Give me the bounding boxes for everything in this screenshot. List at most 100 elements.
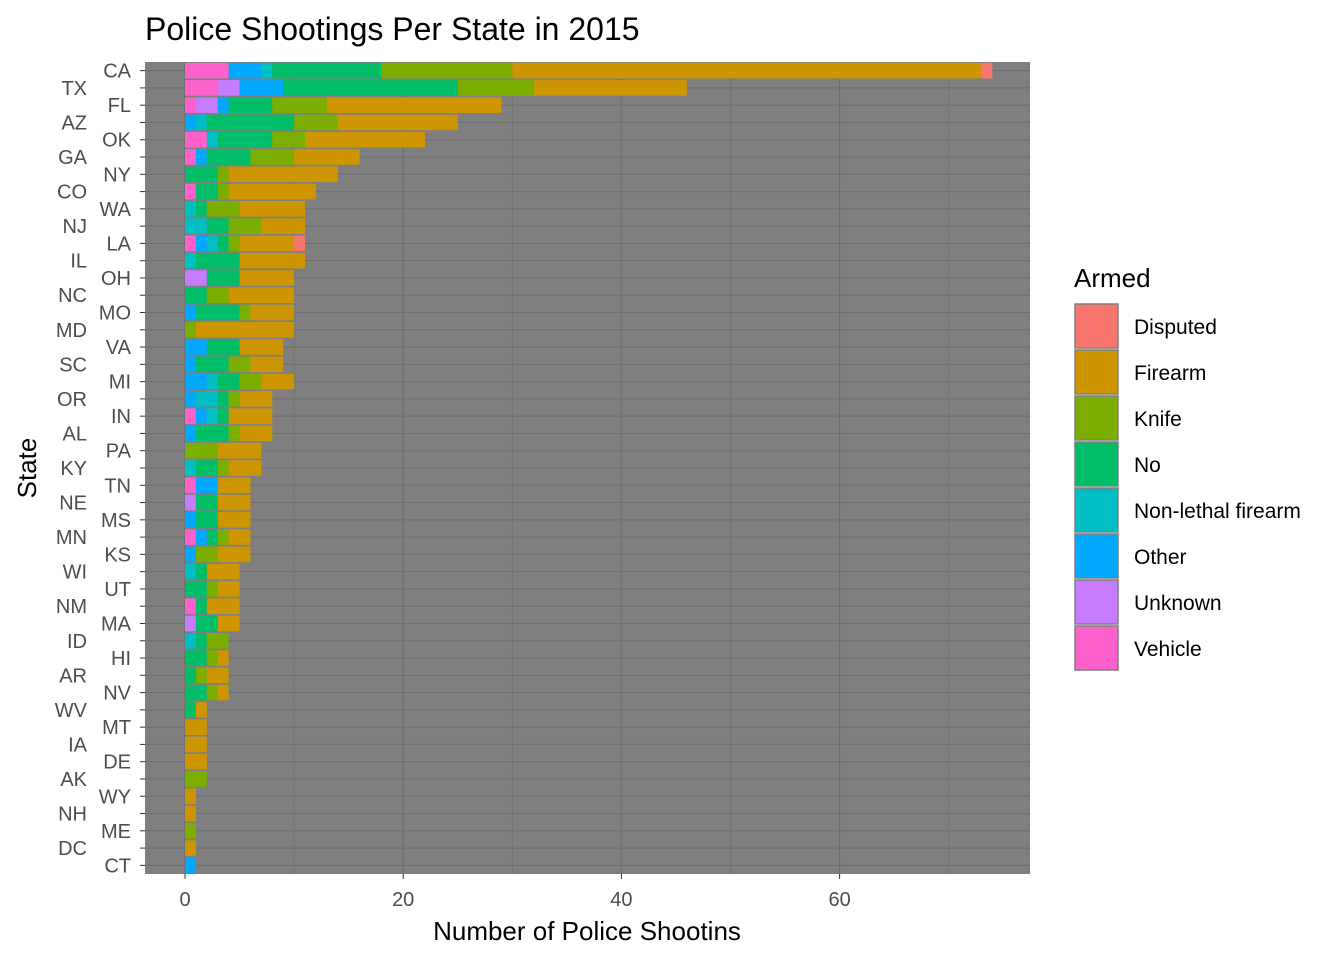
x-tick-label-40: 40 xyxy=(610,889,632,911)
bar-DC-firearm xyxy=(185,840,196,856)
bar-NE-unknown xyxy=(185,494,196,511)
bar-FL-vehicle xyxy=(185,97,196,113)
bar-AL-knife xyxy=(228,425,240,442)
y-tick-label-SC: SC xyxy=(59,354,87,376)
bar-PA-knife xyxy=(185,442,218,459)
bar-SC-other xyxy=(185,356,196,373)
bar-AZ-other xyxy=(185,114,196,131)
bar-MN-vehicle xyxy=(185,529,196,545)
legend-key-knife xyxy=(1074,395,1119,441)
y-tick-label-OR: OR xyxy=(57,389,87,411)
legend-label-other: Other xyxy=(1134,546,1187,569)
bar-CA-no xyxy=(272,62,382,79)
bar-GA-no xyxy=(206,149,251,165)
legend-key-other xyxy=(1074,533,1119,579)
bar-KY-knife xyxy=(217,460,229,476)
bars-layer xyxy=(185,62,993,874)
bar-MI-knife xyxy=(239,373,262,390)
y-tick-label-WV: WV xyxy=(55,700,88,722)
bar-MN-no xyxy=(206,529,218,545)
legend-key-unknown xyxy=(1074,579,1119,625)
bar-GA-knife xyxy=(250,149,295,165)
bar-TX-vehicle xyxy=(185,80,218,96)
bar-VA-firearm xyxy=(239,339,284,355)
legend-key-no xyxy=(1074,441,1119,487)
bar-OK-non-lethal-firearm xyxy=(206,131,218,148)
bar-CT-other xyxy=(185,857,196,874)
bar-VA-no xyxy=(206,339,240,355)
y-tick-label-ME: ME xyxy=(101,821,131,843)
bar-MA-no xyxy=(195,615,218,632)
bar-SC-knife xyxy=(228,356,251,373)
x-tick-label-0: 0 xyxy=(179,889,190,911)
bar-KY-non-lethal-firearm xyxy=(185,460,196,476)
bar-IL-non-lethal-firearm xyxy=(185,252,196,269)
y-tick-label-NV: NV xyxy=(103,683,131,705)
bar-CA-disputed xyxy=(981,62,993,79)
y-tick-label-OH: OH xyxy=(101,268,131,290)
bar-NC-firearm xyxy=(228,287,295,304)
bar-WV-firearm xyxy=(195,702,207,718)
y-tick-label-AK: AK xyxy=(60,769,87,791)
y-tick-label-AZ: AZ xyxy=(61,112,87,134)
bar-MI-firearm xyxy=(261,373,295,390)
y-tick-label-UT: UT xyxy=(104,579,131,601)
bar-AL-firearm xyxy=(239,425,273,442)
bar-MT-firearm xyxy=(185,719,207,735)
legend-label-non-lethal-firearm: Non-lethal firearm xyxy=(1134,500,1301,523)
bar-LA-knife xyxy=(228,235,240,252)
y-tick-label-NY: NY xyxy=(103,164,131,186)
y-tick-label-NM: NM xyxy=(56,596,87,618)
bar-VA-other xyxy=(185,339,207,355)
bar-MD-knife xyxy=(185,322,196,338)
bar-CO-knife xyxy=(217,183,229,200)
bar-AZ-knife xyxy=(294,114,338,131)
bar-FL-knife xyxy=(272,97,327,113)
bar-MI-other xyxy=(185,373,207,390)
bar-LA-other xyxy=(195,235,207,252)
legend-label-unknown: Unknown xyxy=(1134,592,1222,615)
bar-NJ-firearm xyxy=(261,218,306,234)
bar-OH-firearm xyxy=(239,270,295,286)
bar-TX-knife xyxy=(457,80,535,96)
bar-KS-firearm xyxy=(217,546,251,563)
bar-TN-other xyxy=(195,477,218,494)
y-tick-label-AR: AR xyxy=(59,665,87,687)
bar-ID-no xyxy=(195,632,207,649)
y-tick-label-IA: IA xyxy=(68,734,88,756)
bar-NE-no xyxy=(195,494,218,511)
legend-label-no: No xyxy=(1134,454,1161,477)
legend-key-non-lethal-firearm xyxy=(1074,487,1119,533)
bar-TX-no xyxy=(283,80,458,96)
x-tick-label-20: 20 xyxy=(392,889,414,911)
bar-IN-other xyxy=(195,408,207,424)
bar-NY-no xyxy=(185,166,218,183)
bar-WA-knife xyxy=(206,201,240,217)
y-axis-title: State xyxy=(12,438,42,499)
y-tick-label-HI: HI xyxy=(111,648,131,670)
y-tick-label-MT: MT xyxy=(102,717,131,739)
y-tick-label-WY: WY xyxy=(99,786,131,808)
bar-MN-knife xyxy=(217,529,229,545)
y-tick-label-CA: CA xyxy=(103,61,131,83)
bar-CA-vehicle xyxy=(185,62,229,79)
bar-MS-firearm xyxy=(217,512,251,528)
legend-key-firearm xyxy=(1074,349,1119,395)
y-tick-label-NE: NE xyxy=(59,493,87,515)
bar-CA-knife xyxy=(381,62,513,79)
bar-ID-non-lethal-firearm xyxy=(185,632,196,649)
bar-NY-knife xyxy=(217,166,229,183)
bar-HI-knife xyxy=(206,650,218,666)
bar-WA-non-lethal-firearm xyxy=(185,201,196,217)
bar-WA-no xyxy=(195,201,207,217)
bar-ID-knife xyxy=(206,632,229,649)
bar-NM-vehicle xyxy=(185,598,196,614)
bar-LA-non-lethal-firearm xyxy=(206,235,218,252)
y-tick-label-GA: GA xyxy=(58,147,88,169)
bar-IN-firearm xyxy=(228,408,273,424)
bar-OH-no xyxy=(206,270,240,286)
bar-GA-vehicle xyxy=(185,149,196,165)
y-tick-label-MS: MS xyxy=(101,510,131,532)
bar-LA-disputed xyxy=(294,235,306,252)
bar-LA-no xyxy=(217,235,229,252)
